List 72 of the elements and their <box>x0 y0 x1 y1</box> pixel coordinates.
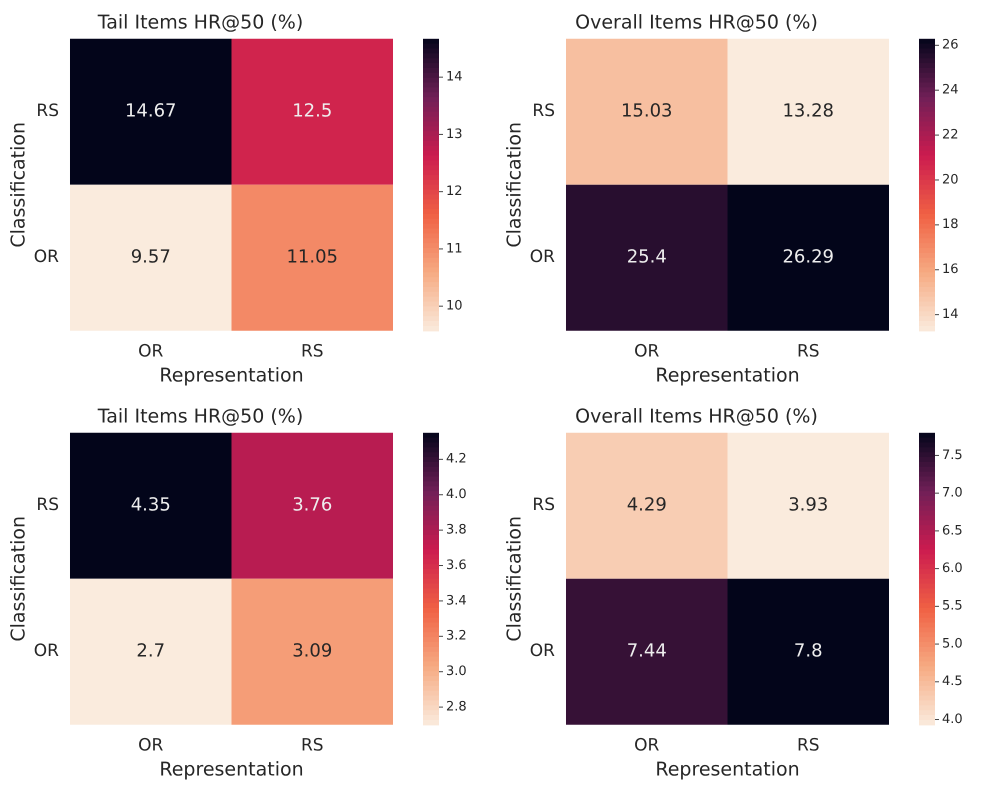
x-axis-title: Representation <box>655 758 800 781</box>
data-label: 13.28 <box>782 100 834 122</box>
x-tick-label: RS <box>300 341 324 362</box>
color-bar-label: 6.5 <box>942 523 963 538</box>
data-label: 25.4 <box>626 246 667 268</box>
chart-title: Overall Items HR@50 (%) <box>575 405 818 428</box>
y-axis-title: Classification <box>7 122 30 248</box>
data-label: 26.29 <box>782 246 834 268</box>
color-bar-label: 14 <box>942 307 959 322</box>
data-label: 7.8 <box>794 640 823 662</box>
data-label: 2.7 <box>136 640 166 662</box>
chart-title: Overall Items HR@50 (%) <box>575 11 818 34</box>
y-tick-label: RS <box>532 101 555 122</box>
y-tick-label: OR <box>34 641 60 662</box>
color-bar-label: 4.0 <box>942 712 963 727</box>
color-bar-label: 26 <box>942 38 959 53</box>
data-label: 12.5 <box>292 100 332 122</box>
color-bar-label: 10 <box>446 298 463 314</box>
x-tick-label: OR <box>634 341 660 362</box>
y-tick-label: RS <box>36 101 59 122</box>
y-axis-title: Classification <box>7 516 30 642</box>
chart-title: Tail Items HR@50 (%) <box>96 405 304 428</box>
data-label: 14.67 <box>124 100 177 122</box>
color-bar-label: 13 <box>446 126 463 142</box>
color-bar-label: 14 <box>446 70 463 85</box>
color-bar-label: 5.5 <box>942 598 963 614</box>
color-bar-label: 16 <box>942 262 959 278</box>
data-label: 11.05 <box>286 246 338 268</box>
x-tick-label: OR <box>138 341 164 362</box>
data-label: 9.57 <box>130 246 171 268</box>
data-label: 3.76 <box>292 494 332 516</box>
color-bar-label: 4.5 <box>942 674 963 690</box>
x-tick-label: OR <box>138 735 164 756</box>
color-bar-label: 3.4 <box>446 593 467 608</box>
color-bar-label: 3.0 <box>446 664 467 680</box>
color-bar-label: 3.8 <box>446 522 467 538</box>
data-label: 7.44 <box>626 640 667 662</box>
color-bar-label: 7.0 <box>942 486 963 501</box>
color-bar-label: 3.2 <box>446 628 467 644</box>
y-tick-label: RS <box>36 495 59 516</box>
color-bar-label: 12 <box>446 184 463 200</box>
x-axis-title: Representation <box>655 364 800 387</box>
color-bar-label: 24 <box>942 82 959 98</box>
color-bar-label: 4.0 <box>446 487 467 502</box>
color-bar-label: 3.6 <box>446 558 467 573</box>
color-bar-label: 2.8 <box>446 699 467 714</box>
chart-title: Tail Items HR@50 (%) <box>96 11 304 34</box>
color-bar-label: 5.0 <box>942 636 963 652</box>
y-axis-title: Classification <box>503 122 526 248</box>
data-label: 3.09 <box>292 640 332 662</box>
x-axis-title: Representation <box>159 758 304 781</box>
x-axis-title: Representation <box>159 364 304 387</box>
x-tick-label: RS <box>796 735 820 756</box>
color-bar-label: 18 <box>942 217 959 232</box>
data-label: 4.35 <box>130 494 171 516</box>
color-bar-label: 22 <box>942 127 959 142</box>
x-tick-label: RS <box>300 735 324 756</box>
data-label: 3.93 <box>788 494 828 516</box>
y-tick-label: RS <box>532 495 555 516</box>
y-tick-label: OR <box>530 247 556 268</box>
color-bar-label: 4.2 <box>446 452 467 467</box>
data-label: 4.29 <box>626 494 667 516</box>
y-tick-label: OR <box>530 641 556 662</box>
data-label: 15.03 <box>620 100 673 122</box>
color-bar-label: 20 <box>942 172 959 188</box>
color-bar-label: 11 <box>446 241 463 256</box>
y-axis-title: Classification <box>503 516 526 642</box>
x-tick-label: OR <box>634 735 660 756</box>
color-bar-label: 6.0 <box>942 560 963 576</box>
x-tick-label: RS <box>796 341 820 362</box>
color-bar-label: 7.5 <box>942 448 963 463</box>
y-tick-label: OR <box>34 247 60 268</box>
